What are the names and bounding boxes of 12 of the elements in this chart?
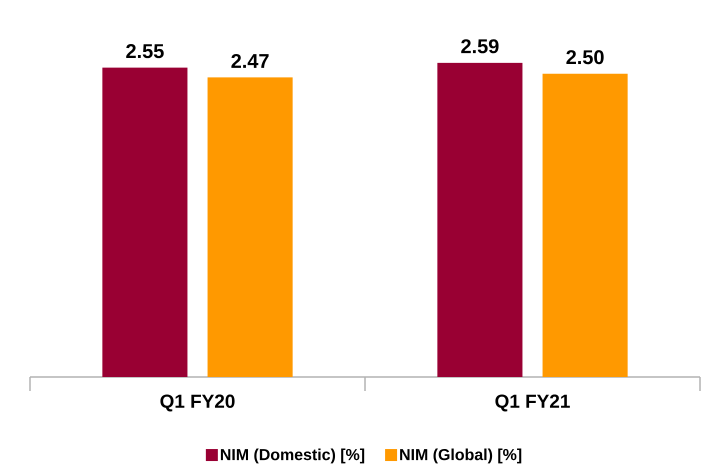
- bar: [208, 77, 293, 377]
- bar: [437, 62, 522, 377]
- legend-label: NIM (Domestic) [%]: [220, 448, 364, 464]
- bar: [102, 68, 188, 377]
- x-tick-label: Q1 FY21: [495, 394, 570, 412]
- data-label: 2.59: [461, 39, 499, 54]
- data-label: 2.50: [566, 50, 604, 64]
- x-tick-label: Q1 FY20: [160, 394, 235, 412]
- data-label: 2.55: [126, 44, 164, 58]
- bar: [542, 74, 628, 377]
- legend-label: NIM (Global) [%]: [400, 448, 522, 464]
- data-label: 2.47: [231, 54, 269, 68]
